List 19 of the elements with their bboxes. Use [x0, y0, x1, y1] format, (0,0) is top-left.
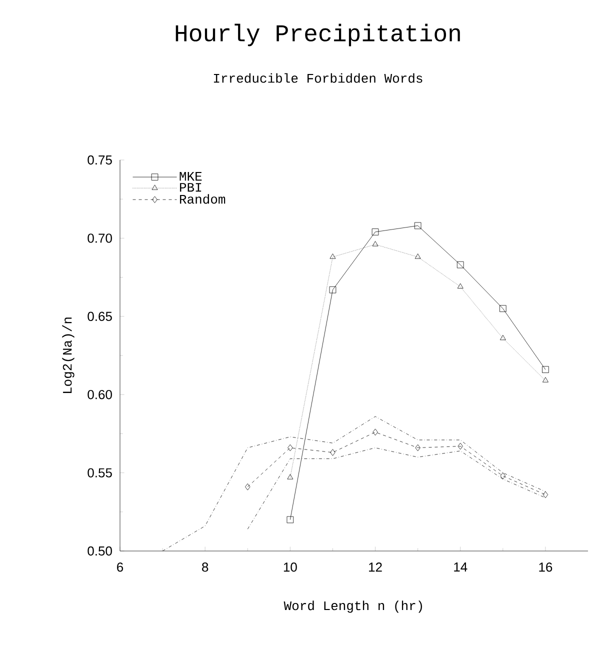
x-tick-label: 8: [202, 562, 208, 572]
y-tick-label: 0.60: [88, 390, 112, 400]
chart-subtitle: Irreducible Forbidden Words: [214, 73, 422, 83]
legend-label: PBI: [180, 183, 202, 192]
x-tick-label: 6: [117, 562, 124, 572]
x-tick-label: 16: [539, 562, 552, 572]
x-tick-label: 12: [369, 562, 382, 572]
x-tick-label: 14: [454, 562, 468, 572]
legend-label: MKE: [180, 172, 202, 181]
chart-title: Hourly Precipitation: [176, 24, 460, 46]
y-tick-label: 0.75: [88, 155, 112, 165]
legend-label: Random: [180, 194, 226, 204]
y-axis-title: Log2(Na)/n: [62, 318, 74, 393]
x-axis-title: Word Length n (hr): [284, 600, 422, 613]
y-tick-label: 0.65: [88, 312, 112, 321]
y-tick-label: 0.70: [88, 234, 112, 243]
y-tick-label: 0.50: [88, 546, 112, 556]
y-tick-label: 0.55: [88, 468, 112, 478]
x-tick-label: 10: [284, 562, 297, 572]
